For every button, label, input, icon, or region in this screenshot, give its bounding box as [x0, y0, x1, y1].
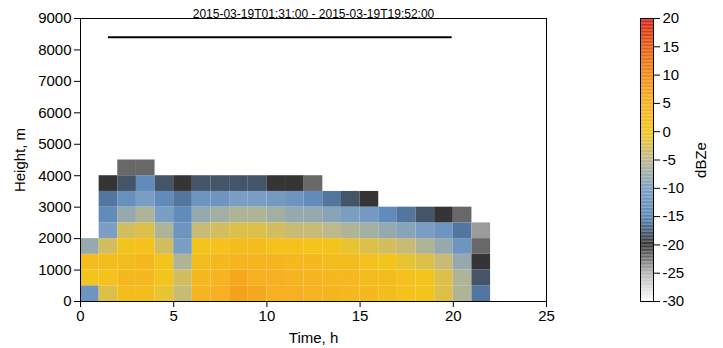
svg-text:15: 15	[352, 307, 369, 324]
svg-text:0: 0	[76, 307, 84, 324]
svg-text:25: 25	[538, 307, 555, 324]
svg-text:3000: 3000	[38, 198, 71, 215]
svg-text:7000: 7000	[38, 72, 71, 89]
svg-text:Height, m: Height, m	[11, 128, 28, 192]
svg-text:15: 15	[663, 38, 680, 55]
svg-text:-30: -30	[663, 292, 685, 309]
svg-text:5: 5	[170, 307, 178, 324]
svg-text:-15: -15	[663, 207, 685, 224]
svg-text:5: 5	[663, 94, 671, 111]
svg-text:20: 20	[663, 9, 680, 26]
svg-text:-10: -10	[663, 179, 685, 196]
svg-text:4000: 4000	[38, 167, 71, 184]
svg-text:10: 10	[663, 66, 680, 83]
svg-text:dBZe: dBZe	[692, 142, 709, 178]
svg-text:2000: 2000	[38, 229, 71, 246]
svg-text:8000: 8000	[38, 41, 71, 58]
svg-text:9000: 9000	[38, 9, 71, 26]
svg-text:20: 20	[445, 307, 462, 324]
svg-text:5000: 5000	[38, 135, 71, 152]
svg-text:0: 0	[63, 292, 71, 309]
svg-text:-5: -5	[663, 151, 676, 168]
svg-text:-25: -25	[663, 264, 685, 281]
svg-text:6000: 6000	[38, 104, 71, 121]
svg-text:-20: -20	[663, 236, 685, 253]
svg-text:2015-03-19T01:31:00 - 2015-03-: 2015-03-19T01:31:00 - 2015-03-19T19:52:0…	[193, 7, 435, 21]
svg-text:0: 0	[663, 123, 671, 140]
svg-text:10: 10	[259, 307, 276, 324]
svg-text:Time, h: Time, h	[289, 329, 338, 346]
svg-text:1000: 1000	[38, 261, 71, 278]
